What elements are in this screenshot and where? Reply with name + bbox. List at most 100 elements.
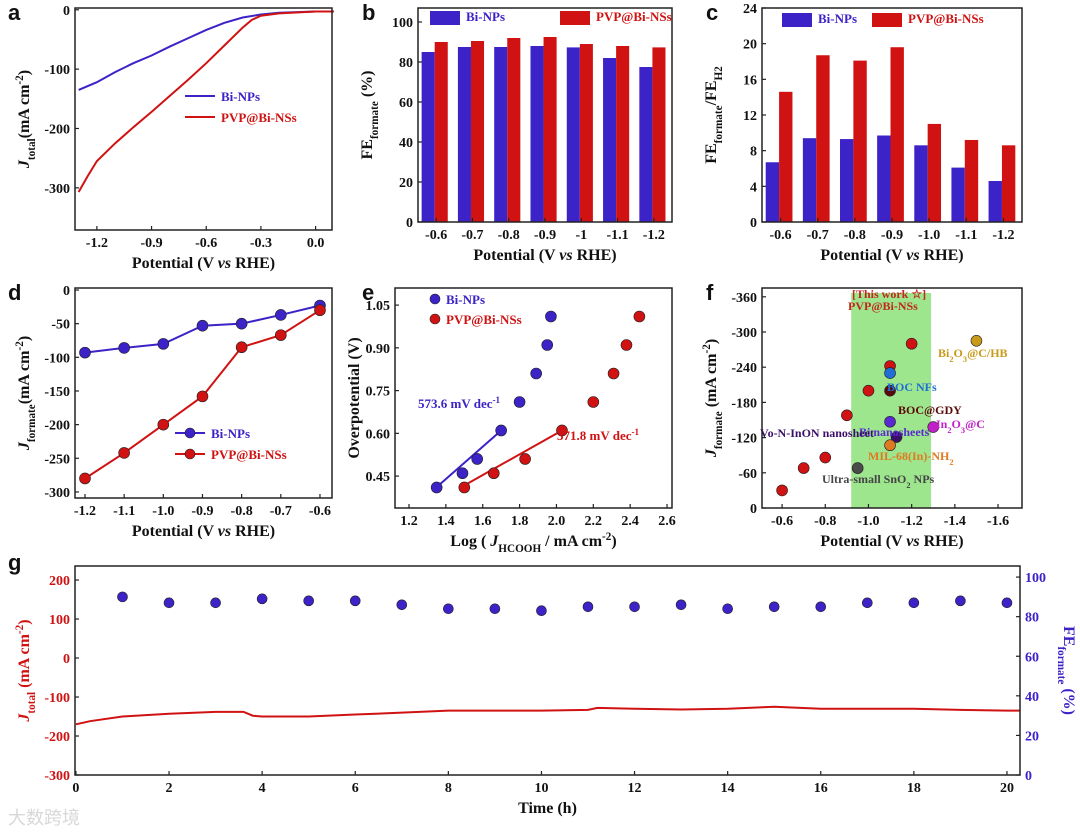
data-point: [908, 597, 920, 609]
x-tick-label: 8: [445, 781, 452, 796]
data-point: [890, 431, 903, 443]
data-point: [196, 390, 209, 403]
x-tick-label: -1.2: [643, 228, 665, 243]
data-point: [235, 317, 248, 330]
data-point: [819, 451, 832, 464]
y-tick-label: -240: [731, 361, 757, 376]
fit-line-0: [432, 429, 502, 492]
data-point: [489, 603, 501, 615]
x-tick-label: 1.8: [511, 514, 529, 529]
x-tick-label: -0.6: [769, 228, 791, 243]
x-tick-label: -1.2: [86, 236, 108, 251]
y-tick-label: -100: [44, 351, 70, 366]
data-point: [519, 453, 531, 465]
y-tick-label: 60: [399, 96, 413, 111]
legend-marker: [184, 448, 196, 460]
data-point: [471, 453, 483, 465]
data-point: [768, 601, 780, 613]
bar-pvp--0.6: [434, 42, 448, 222]
x-tick-label: -0.8: [498, 228, 520, 243]
x-tick-label: -0.9: [534, 228, 556, 243]
point-label: BOC@GDY: [898, 403, 962, 417]
panel-c: -0.6 -0.7 -0.8 -0.9 -1.0 -1.1 -1.2 0 4 8 12 16 20 24 P…: [703, 0, 1023, 264]
bar-pvp--1: [579, 44, 593, 222]
panel-label: f: [706, 280, 714, 305]
data-point: [884, 439, 896, 452]
y-tick-label: -100: [44, 63, 70, 78]
data-point: [396, 599, 408, 611]
y2-tick-label: 20: [1025, 729, 1039, 744]
x-tick-label: -1.6: [987, 514, 1009, 529]
x-tick-label: 1.2: [400, 514, 418, 529]
plot-frame: [394, 287, 673, 509]
y-tick-label: -150: [44, 385, 70, 400]
x-tick-label: 6: [352, 781, 359, 796]
data-point: [157, 418, 170, 431]
y-tick-label: 0: [406, 216, 413, 231]
x-tick-label: -1.1: [113, 504, 135, 519]
y-tick-label: -250: [44, 452, 70, 467]
x-tick-label: 16: [814, 781, 828, 796]
bar-pvp--0.9: [890, 47, 904, 222]
x-tick-label: 1.6: [474, 514, 492, 529]
bar-bi--0.6: [765, 162, 780, 222]
x-tick-label: 2.2: [585, 514, 603, 529]
bar-bi--0.9: [530, 46, 544, 222]
y-tick-label: 20: [399, 176, 413, 191]
data-point: [118, 447, 130, 459]
y-tick-label: 8: [750, 145, 757, 160]
y2-tick-label: 40: [1025, 690, 1039, 705]
y-axis-title: Jformate (mA cm-2): [701, 339, 725, 458]
data-point: [275, 309, 287, 321]
data-point: [303, 595, 314, 607]
bar-bi--1.2: [639, 67, 653, 222]
legend-marker: [429, 313, 441, 325]
data-point: [582, 601, 594, 613]
y-tick-label: 40: [399, 136, 413, 151]
this-work-label: [This work ☆]: [852, 287, 926, 301]
x-tick-label: 12: [628, 781, 642, 796]
x-axis-title: Potential (V vs RHE): [132, 523, 275, 540]
data-point: [235, 341, 248, 354]
x-tick-label: -0.7: [461, 228, 483, 243]
bar-bi--0.7: [802, 138, 817, 222]
y2-tick-label: 80: [1025, 611, 1039, 626]
bar-bi--0.8: [840, 139, 854, 222]
bar-pvp--1.1: [616, 46, 630, 222]
x-tick-label: -0.9: [140, 236, 162, 251]
y-tick-label: -50: [51, 318, 70, 333]
legend-label: PVP@Bi-NSs: [596, 9, 672, 24]
x-tick-label: -0.8: [814, 514, 836, 529]
bar-pvp--0.7: [816, 55, 830, 223]
x-tick-label: 20: [1000, 781, 1014, 796]
x-tick-label: -1.1: [955, 228, 977, 243]
plot-frame: [74, 287, 333, 499]
data-point: [722, 603, 733, 615]
data-point: [927, 421, 940, 433]
point-label: MIL-68(In)-NH2: [868, 449, 954, 467]
data-point: [487, 467, 500, 480]
x-tick-label: 14: [721, 781, 735, 796]
bar-bi--1.1: [951, 167, 965, 222]
data-point: [541, 339, 554, 351]
panel-b: -0.6 -0.7 -0.8 -0.9 -1 -1.1 -1.2 0 20 40 60 80 100 Po…: [359, 0, 673, 264]
panel-a: -1.2 -0.9 -0.6 -0.3 0.0 0 -100 -200 -300 Potentia…: [8, 0, 334, 272]
legend-label: Bi-NPs: [211, 426, 250, 441]
bar-pvp--0.8: [853, 60, 867, 222]
data-point: [536, 605, 547, 617]
panel-label: e: [362, 280, 374, 305]
x-tick-label: -0.9: [191, 504, 213, 519]
data-point: [776, 484, 788, 497]
data-point: [275, 329, 287, 341]
y-tick-label: 0: [63, 284, 70, 299]
y-tick-label: -180: [731, 396, 757, 411]
point-label: Bi2O3@C/HB: [938, 346, 1008, 364]
x-tick-label: -0.6: [425, 228, 447, 243]
y-tick-label: -100: [44, 691, 70, 706]
x-tick-label: 0: [72, 781, 79, 796]
data-point: [458, 481, 471, 494]
data-point: [970, 334, 983, 347]
bar-bi--1: [566, 47, 580, 223]
x-axis-title: Time (h): [518, 800, 577, 817]
